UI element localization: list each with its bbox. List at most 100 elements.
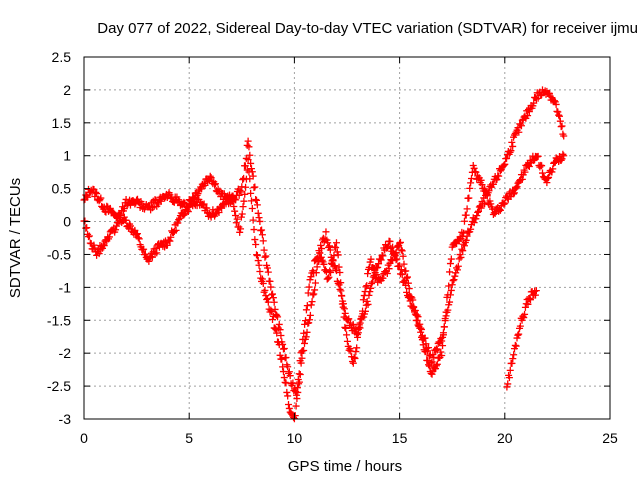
data-point bbox=[311, 279, 319, 287]
data-point bbox=[278, 355, 286, 363]
data-point bbox=[386, 237, 394, 245]
data-point bbox=[141, 250, 149, 258]
data-point bbox=[180, 198, 188, 206]
data-point bbox=[359, 307, 367, 315]
data-point bbox=[322, 268, 330, 276]
data-point bbox=[410, 303, 418, 311]
data-point bbox=[481, 200, 489, 208]
data-point bbox=[153, 249, 161, 257]
data-point bbox=[285, 401, 293, 409]
data-point bbox=[459, 232, 467, 240]
data-point bbox=[303, 302, 311, 310]
data-point bbox=[379, 252, 387, 260]
data-point bbox=[402, 267, 410, 275]
data-point bbox=[232, 219, 240, 227]
data-point bbox=[463, 205, 471, 213]
y-tick-label: 2 bbox=[63, 82, 71, 98]
data-point bbox=[325, 242, 333, 250]
data-point bbox=[375, 260, 383, 268]
data-point bbox=[518, 175, 526, 183]
data-point bbox=[432, 345, 440, 353]
data-point bbox=[425, 361, 433, 369]
data-point bbox=[260, 246, 268, 254]
data-point bbox=[139, 246, 147, 254]
data-point bbox=[489, 180, 497, 188]
data-point bbox=[343, 331, 351, 339]
data-point bbox=[458, 228, 466, 236]
data-point bbox=[255, 261, 263, 269]
data-point bbox=[458, 245, 466, 253]
data-point bbox=[508, 138, 516, 146]
data-point bbox=[240, 197, 248, 205]
data-point bbox=[247, 159, 255, 167]
data-point bbox=[440, 323, 448, 331]
data-point bbox=[439, 342, 447, 350]
data-point bbox=[231, 207, 239, 215]
data-point bbox=[433, 346, 441, 354]
y-tick-label: -1.5 bbox=[47, 312, 71, 328]
y-tick-label: -2.5 bbox=[47, 378, 71, 394]
data-point bbox=[269, 294, 277, 302]
data-point bbox=[117, 214, 125, 222]
data-point bbox=[297, 359, 305, 367]
data-point bbox=[428, 370, 436, 378]
data-point bbox=[509, 355, 517, 363]
data-point bbox=[405, 285, 413, 293]
data-point bbox=[559, 150, 567, 158]
data-point bbox=[295, 380, 303, 388]
x-tick-label: 15 bbox=[392, 430, 408, 446]
data-point bbox=[416, 324, 424, 332]
data-point bbox=[122, 216, 130, 224]
y-tick-label: -1 bbox=[59, 279, 72, 295]
data-point bbox=[447, 255, 455, 263]
data-point bbox=[425, 344, 433, 352]
data-point bbox=[336, 285, 344, 293]
data-point bbox=[254, 257, 262, 265]
data-point bbox=[316, 249, 324, 257]
data-point bbox=[212, 180, 219, 188]
data-point bbox=[557, 156, 565, 164]
data-point bbox=[501, 199, 509, 207]
chart-title: Day 077 of 2022, Sidereal Day-to-day VTE… bbox=[97, 20, 638, 37]
data-point bbox=[550, 97, 558, 105]
data-point bbox=[243, 141, 251, 149]
data-point bbox=[438, 352, 446, 360]
data-point bbox=[451, 272, 459, 280]
data-point bbox=[313, 263, 321, 271]
data-point bbox=[241, 190, 249, 198]
data-point bbox=[524, 112, 532, 120]
grid bbox=[84, 57, 610, 419]
data-point bbox=[439, 329, 447, 337]
data-point bbox=[307, 273, 315, 281]
data-point bbox=[246, 175, 254, 183]
data-point bbox=[285, 368, 293, 376]
data-point bbox=[326, 246, 334, 254]
data-point bbox=[244, 137, 252, 145]
data-point bbox=[304, 289, 312, 297]
data-point bbox=[517, 120, 525, 128]
data-point bbox=[279, 363, 287, 371]
data-point bbox=[340, 313, 348, 321]
data-point bbox=[312, 269, 320, 277]
data-point bbox=[93, 190, 101, 198]
data-point bbox=[263, 264, 271, 272]
data-point bbox=[506, 366, 514, 374]
data-point bbox=[106, 204, 114, 212]
data-point bbox=[246, 151, 254, 159]
data-point bbox=[525, 163, 533, 171]
data-point bbox=[282, 379, 290, 387]
data-point bbox=[413, 317, 421, 325]
data-point bbox=[306, 311, 314, 319]
data-point bbox=[266, 277, 274, 285]
data-point bbox=[283, 388, 291, 396]
data-point bbox=[419, 341, 427, 349]
tick-labels: 0 5 10 15 20 25 2.5 2 1.5 1 0.5 0 -0.5 -1 -1.5 -2 -2.5 -3 bbox=[47, 49, 618, 446]
data-point bbox=[360, 292, 368, 300]
data-point bbox=[510, 190, 518, 198]
data-point bbox=[364, 270, 372, 278]
data-point bbox=[328, 260, 336, 268]
data-point bbox=[334, 251, 342, 259]
x-tick-label: 0 bbox=[80, 430, 88, 446]
data-point bbox=[233, 215, 241, 223]
data-point bbox=[175, 216, 183, 224]
